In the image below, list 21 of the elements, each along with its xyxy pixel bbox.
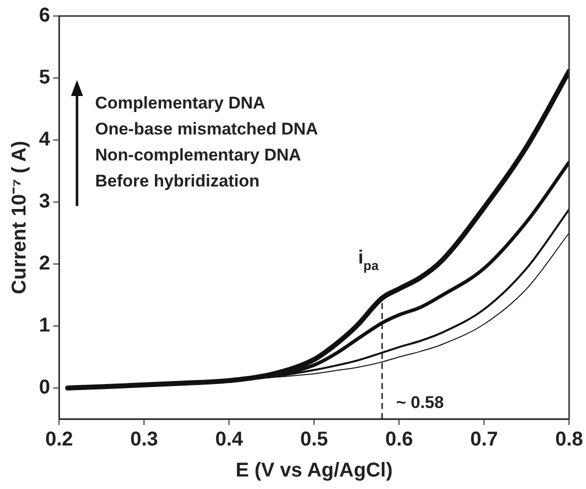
- annotation: Before hybridization: [95, 172, 260, 191]
- annotation: One-base mismatched DNA: [95, 120, 318, 139]
- y-tick-label: 4: [39, 128, 51, 151]
- x-tick-label: 0.6: [385, 428, 414, 451]
- x-tick-label: 0.8: [555, 428, 584, 451]
- y-tick-label: 5: [39, 66, 50, 89]
- x-tick-label: 0.5: [300, 428, 328, 451]
- y-tick-label: 6: [39, 4, 50, 27]
- y-tick-label: 1: [39, 314, 50, 337]
- annotation: Complementary DNA: [95, 94, 266, 113]
- x-tick-label: 0.7: [470, 428, 498, 451]
- x-tick-label: 0.3: [130, 428, 158, 451]
- ref-line-label: ~ 0.58: [396, 393, 444, 412]
- y-tick-label: 0: [39, 376, 50, 399]
- annotation: Non-complementary DNA: [95, 146, 302, 165]
- y-tick-label: 3: [39, 190, 50, 213]
- y-tick-label: 2: [39, 252, 50, 275]
- x-tick-label: 0.2: [45, 428, 74, 451]
- x-tick-label: 0.4: [215, 428, 244, 451]
- y-axis-title: Current 10⁻⁷ ( A): [8, 140, 31, 294]
- x-axis-title: E (V vs Ag/AgCl): [236, 460, 393, 482]
